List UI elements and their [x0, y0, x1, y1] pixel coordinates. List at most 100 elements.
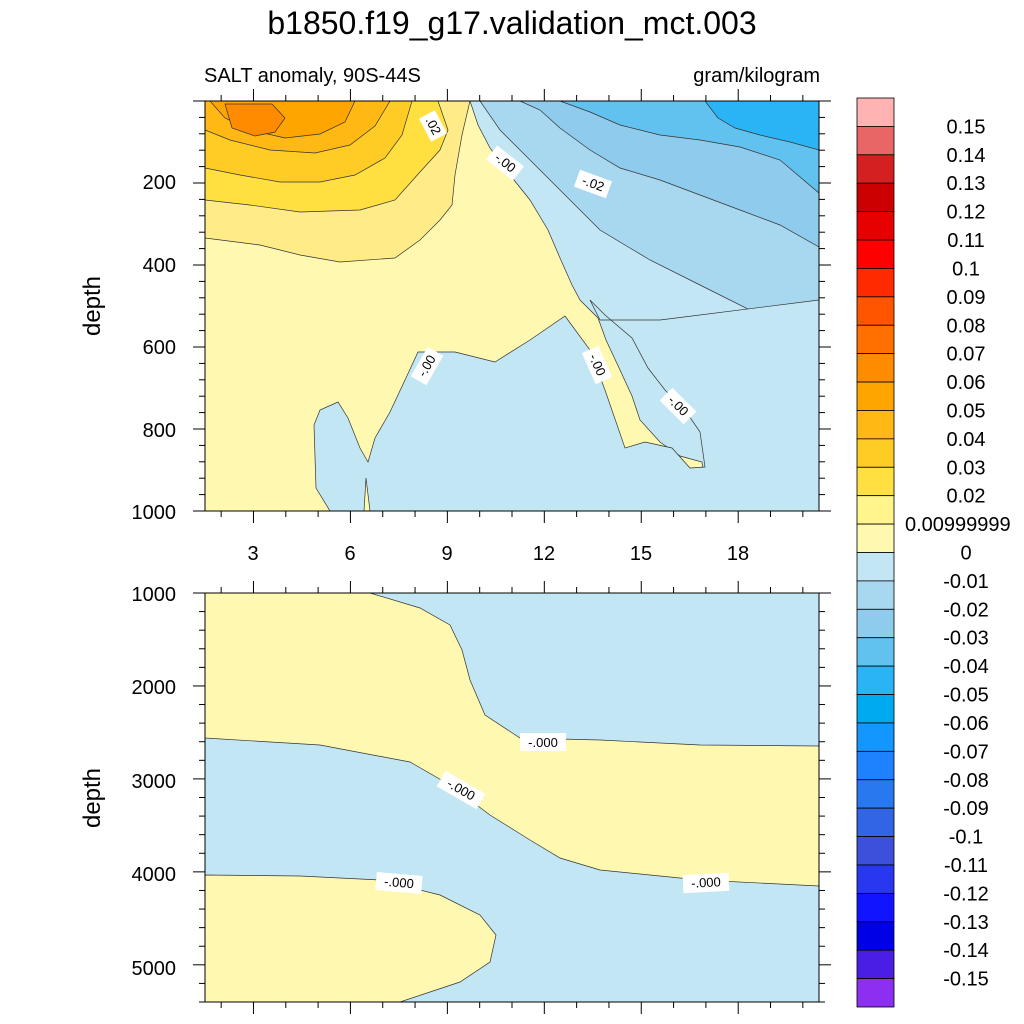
lower-fill-pos-01 — [205, 593, 819, 887]
colorbar-label: 0.13 — [947, 173, 986, 195]
colorbar-swatch — [856, 523, 895, 553]
colorbar-swatch — [856, 665, 895, 695]
colorbar-label: 0.14 — [947, 145, 986, 167]
y-tick-label: 1000 — [132, 584, 177, 606]
x-tick-label: 15 — [630, 543, 652, 565]
colorbar-label: -0.04 — [943, 656, 989, 678]
colorbar-swatch — [856, 722, 895, 752]
colorbar-label: -0.02 — [943, 599, 989, 621]
upper-tick-marks — [193, 89, 831, 523]
colorbar-label: 0 — [960, 543, 971, 565]
subtitle-left: SALT anomaly, 90S-44S — [204, 65, 421, 87]
colorbar-swatch — [856, 779, 895, 809]
colorbar-swatch — [856, 495, 895, 525]
lower-fill-pos-02 — [205, 874, 497, 1002]
colorbar-label: -0.07 — [943, 741, 989, 763]
colorbar-swatch — [856, 807, 895, 837]
y-tick-label: 400 — [143, 255, 176, 277]
colorbar-swatch — [856, 580, 895, 610]
colorbar-label: -0.15 — [943, 969, 989, 991]
x-tick-label: 9 — [441, 543, 452, 565]
colorbar-label: -0.06 — [943, 713, 989, 735]
colorbar-swatch — [856, 182, 895, 213]
y-tick-label: 3000 — [132, 771, 177, 793]
colorbar-swatch — [856, 438, 895, 468]
colorbar-swatch — [856, 381, 895, 411]
colorbar-swatch — [856, 892, 895, 923]
colorbar-swatch — [856, 268, 895, 298]
lower-contour-label: -.000 — [520, 733, 566, 751]
colorbar-swatch — [856, 978, 895, 1008]
y-tick-label: 1000 — [132, 502, 177, 524]
lower-panel: -.000 -.000 -.000 -.000 1000 2000 3000 4… — [79, 581, 831, 1014]
upper-fill-pos-06 — [224, 103, 286, 137]
colorbar-swatch — [856, 410, 895, 440]
svg-text:-.02: -.02 — [580, 173, 606, 195]
upper-fill-neg-deep — [313, 299, 819, 511]
colorbar-swatch — [856, 836, 895, 866]
colorbar-swatch — [856, 694, 895, 724]
colorbar-swatch — [856, 750, 895, 781]
colorbar-label: 0.07 — [947, 344, 986, 366]
lower-contour-label: -.000 — [682, 872, 730, 894]
colorbar-swatch — [856, 949, 895, 979]
colorbar-label: 0.05 — [947, 400, 986, 422]
colorbar-swatch — [856, 864, 895, 894]
colorbar-label: 0.06 — [947, 372, 986, 394]
colorbar-label: 0.11 — [947, 230, 984, 252]
y-axis-label: depth — [79, 768, 106, 828]
upper-fill-neg-05 — [704, 101, 819, 151]
y-tick-label: 600 — [143, 337, 176, 359]
colorbar-label: -0.09 — [943, 798, 989, 820]
chart-title: b1850.f19_g17.validation_mct.003 — [267, 5, 756, 41]
lower-tick-marks — [193, 581, 831, 1014]
colorbar-label: 0.04 — [947, 429, 986, 451]
colorbar-label: -0.01 — [943, 571, 989, 593]
colorbar-label: 0.03 — [947, 457, 986, 479]
x-tick-label: 3 — [247, 543, 258, 565]
y-tick-label: 2000 — [132, 677, 177, 699]
colorbar-label: -0.13 — [943, 912, 989, 934]
colorbar-label: 0.15 — [947, 116, 986, 138]
upper-panel: .02 -.00 -.02 -.00 -.00 -.00 200 400 600… — [79, 89, 831, 565]
colorbar-swatch — [856, 353, 895, 383]
colorbar-swatch — [856, 97, 895, 127]
colorbar-swatch — [856, 324, 895, 355]
colorbar-label: -0.12 — [943, 883, 989, 905]
x-tick-label: 6 — [344, 543, 355, 565]
colorbar-swatch — [856, 154, 895, 184]
x-tick-label: 12 — [533, 543, 555, 565]
colorbar: 0.15 0.14 0.13 0.12 0.11 0.1 0.09 0.08 0.07 0.06 0… — [856, 97, 1011, 1008]
svg-text:-.000: -.000 — [528, 735, 558, 750]
x-tick-label: 18 — [727, 543, 749, 565]
colorbar-label: -0.03 — [943, 628, 989, 650]
colorbar-label: 0.08 — [947, 315, 986, 337]
lower-contour-label: -.000 — [436, 770, 486, 810]
colorbar-label: 0.09 — [947, 287, 986, 309]
svg-text:.02: .02 — [423, 114, 445, 137]
colorbar-swatch — [856, 552, 895, 582]
colorbar-label: 0.1 — [952, 258, 980, 280]
subtitle-units: gram/kilogram — [693, 65, 820, 87]
colorbar-swatch — [856, 211, 895, 241]
svg-text:-.000: -.000 — [384, 874, 415, 892]
colorbar-swatch — [856, 921, 895, 951]
colorbar-label: 0.00999999 — [905, 514, 1011, 536]
upper-fill-pos-remnant — [363, 477, 371, 511]
colorbar-swatch — [856, 608, 895, 639]
y-axis-label: depth — [79, 276, 106, 336]
upper-contour-label: .02 — [418, 110, 448, 142]
upper-contour-label: -.00 — [581, 345, 613, 385]
colorbar-label: 0.12 — [947, 202, 986, 224]
y-tick-label: 4000 — [132, 864, 177, 886]
lower-contour-fill — [205, 593, 819, 1002]
colorbar-swatch — [856, 466, 895, 497]
colorbar-swatch — [856, 239, 895, 269]
lower-contour-label: -.000 — [375, 872, 423, 894]
colorbar-swatch — [856, 296, 895, 326]
colorbar-label: -0.08 — [943, 770, 989, 792]
y-tick-label: 200 — [143, 172, 176, 194]
colorbar-label: -0.11 — [944, 855, 988, 877]
y-tick-label: 800 — [143, 420, 176, 442]
